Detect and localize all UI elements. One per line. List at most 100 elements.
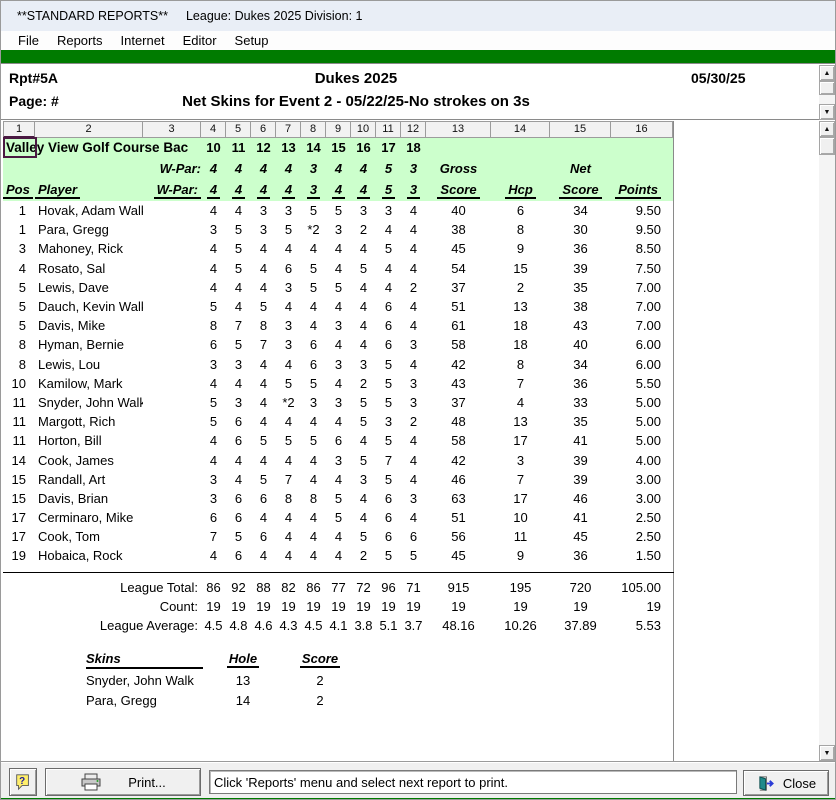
totals-hcp-cell[interactable]: 19 bbox=[513, 599, 528, 615]
gross-cell[interactable]: 58 bbox=[451, 433, 466, 449]
hcp-cell[interactable]: 6 bbox=[516, 203, 525, 219]
net-cell[interactable]: 35 bbox=[573, 279, 588, 295]
hole-score-cell[interactable]: 3 bbox=[234, 394, 243, 410]
points-cell[interactable]: 2.50 bbox=[635, 510, 661, 526]
hole-score-cell[interactable]: 4 bbox=[309, 452, 318, 468]
hcp-cell[interactable]: 4 bbox=[516, 394, 525, 410]
hole-score-cell[interactable]: 4 bbox=[409, 260, 418, 276]
wpar-value-cell[interactable]: 3 bbox=[409, 161, 418, 176]
hole-score-cell[interactable]: 5 bbox=[309, 260, 318, 276]
gross-cell[interactable]: 45 bbox=[451, 548, 466, 564]
net-cell[interactable]: 33 bbox=[573, 394, 588, 410]
player-name-cell[interactable]: Lewis, Lou bbox=[38, 356, 101, 372]
hole-score-cell[interactable]: 6 bbox=[284, 260, 293, 276]
pos-cell[interactable]: 14 bbox=[11, 452, 26, 468]
column-header[interactable]: 3 bbox=[143, 121, 201, 138]
wpar-value-cell[interactable]: 4 bbox=[209, 161, 218, 176]
totals-hole-cell[interactable]: 19 bbox=[331, 599, 346, 615]
player-name-cell[interactable]: Hobaica, Rock bbox=[38, 548, 123, 564]
hole-score-cell[interactable]: 4 bbox=[209, 203, 218, 219]
wpar-value-cell[interactable]: 4 bbox=[259, 161, 268, 176]
hole-score-cell[interactable]: 4 bbox=[284, 414, 293, 430]
points-cell[interactable]: 6.00 bbox=[635, 356, 661, 372]
hole-score-cell[interactable]: 4 bbox=[259, 375, 268, 391]
menu-item-file[interactable]: File bbox=[18, 33, 39, 48]
hole-score-cell[interactable]: 4 bbox=[309, 471, 318, 487]
gross-cell[interactable]: 37 bbox=[451, 394, 466, 410]
totals-hole-cell[interactable]: 19 bbox=[356, 599, 371, 615]
hole-score-cell[interactable]: 5 bbox=[384, 394, 393, 410]
totals-label-cell[interactable]: League Average: bbox=[99, 618, 198, 634]
totals-points-cell[interactable]: 5.53 bbox=[635, 618, 661, 634]
hole-score-cell[interactable]: 4 bbox=[309, 529, 318, 545]
hole-score-cell[interactable]: 3 bbox=[309, 394, 318, 410]
pos-cell[interactable]: 1 bbox=[18, 203, 26, 219]
player-name-cell[interactable]: Snyder, John Walk bbox=[38, 394, 143, 410]
net-cell[interactable]: 40 bbox=[573, 337, 588, 353]
hole-score-cell[interactable]: 4 bbox=[409, 203, 418, 219]
net-score-header-cell[interactable]: Score bbox=[550, 182, 611, 199]
net-cell[interactable]: 36 bbox=[573, 548, 588, 564]
totals-hole-cell[interactable]: 72 bbox=[356, 580, 371, 596]
hole-score-cell[interactable]: 5 bbox=[259, 433, 268, 449]
totals-points-cell[interactable]: 19 bbox=[646, 599, 661, 615]
gross-cell[interactable]: 61 bbox=[451, 318, 466, 334]
hole-score-cell[interactable]: 4 bbox=[234, 299, 243, 315]
player-name-cell[interactable]: Davis, Brian bbox=[38, 490, 109, 506]
gross-cell[interactable]: 42 bbox=[451, 452, 466, 468]
pos-cell[interactable]: 8 bbox=[18, 337, 26, 353]
totals-label-cell[interactable]: Count: bbox=[159, 599, 198, 615]
hole-score-cell[interactable]: 6 bbox=[209, 510, 218, 526]
totals-hole-cell[interactable]: 3.8 bbox=[354, 618, 373, 634]
scroll-up-icon[interactable]: ▲ bbox=[819, 121, 835, 137]
hole-score-cell[interactable]: 4 bbox=[309, 510, 318, 526]
hole-score-cell[interactable]: 5 bbox=[334, 490, 343, 506]
totals-hole-cell[interactable]: 77 bbox=[331, 580, 346, 596]
totals-hole-cell[interactable]: 71 bbox=[406, 580, 421, 596]
pos-cell[interactable]: 15 bbox=[11, 471, 26, 487]
skins-player-name[interactable]: Snyder, John Walk bbox=[86, 673, 194, 688]
hole-score-cell[interactable]: 8 bbox=[259, 318, 268, 334]
hcp-cell[interactable]: 15 bbox=[513, 260, 528, 276]
net-cell[interactable]: 41 bbox=[573, 510, 588, 526]
points-cell[interactable]: 3.00 bbox=[635, 490, 661, 506]
totals-hole-cell[interactable]: 4.1 bbox=[329, 618, 348, 634]
hole-score-cell[interactable]: 6 bbox=[384, 337, 393, 353]
hole-score-cell[interactable]: 6 bbox=[384, 318, 393, 334]
hole-score-cell[interactable]: 5 bbox=[234, 222, 243, 238]
totals-hole-cell[interactable]: 5.1 bbox=[379, 618, 398, 634]
wpar-value-cell[interactable]: 3 bbox=[301, 182, 326, 199]
hole-score-cell[interactable]: 4 bbox=[284, 529, 293, 545]
hole-score-cell[interactable]: 3 bbox=[409, 337, 418, 353]
totals-net-cell[interactable]: 37.89 bbox=[564, 618, 597, 634]
hcp-cell[interactable]: 17 bbox=[513, 490, 528, 506]
hole-score-cell[interactable]: 4 bbox=[334, 299, 343, 315]
scroll-down-icon[interactable]: ▼ bbox=[819, 745, 835, 761]
pos-cell[interactable]: 3 bbox=[18, 241, 26, 257]
totals-hole-cell[interactable]: 82 bbox=[281, 580, 296, 596]
pos-cell[interactable]: 17 bbox=[11, 510, 26, 526]
hole-number-cell[interactable]: 13 bbox=[281, 140, 296, 155]
totals-gross-cell[interactable]: 19 bbox=[451, 599, 466, 615]
hole-score-cell[interactable]: 4 bbox=[359, 490, 368, 506]
scroll-up-icon[interactable]: ▲ bbox=[819, 65, 835, 81]
points-cell[interactable]: 7.00 bbox=[635, 279, 661, 295]
hole-score-cell[interactable]: 3 bbox=[209, 222, 218, 238]
hole-score-cell[interactable]: 4 bbox=[409, 452, 418, 468]
hole-score-cell[interactable]: 4 bbox=[409, 433, 418, 449]
hole-score-cell[interactable]: 5 bbox=[384, 375, 393, 391]
player-name-cell[interactable]: Kamilow, Mark bbox=[38, 375, 123, 391]
scroll-down-icon[interactable]: ▼ bbox=[819, 104, 835, 120]
player-name-cell[interactable]: Davis, Mike bbox=[38, 318, 106, 334]
hole-score-cell[interactable]: 4 bbox=[209, 279, 218, 295]
gross-label-cell[interactable]: Gross bbox=[439, 161, 478, 176]
hole-score-cell[interactable]: 6 bbox=[234, 433, 243, 449]
skins-score-value[interactable]: 2 bbox=[316, 692, 324, 708]
hole-score-cell[interactable]: 5 bbox=[309, 433, 318, 449]
hole-score-cell[interactable]: 4 bbox=[209, 452, 218, 468]
column-header[interactable]: 10 bbox=[351, 121, 376, 138]
hole-score-cell[interactable]: 5 bbox=[384, 356, 393, 372]
wpar-label-cell[interactable]: W-Par: bbox=[143, 182, 201, 199]
hole-score-cell[interactable]: 6 bbox=[234, 548, 243, 564]
hole-score-cell[interactable]: 3 bbox=[209, 356, 218, 372]
